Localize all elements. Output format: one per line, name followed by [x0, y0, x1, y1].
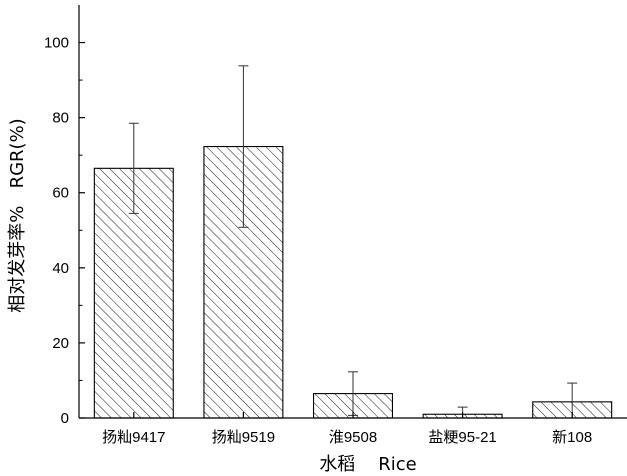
y-tick-label: 100 — [44, 35, 69, 52]
y-axis-title: 相对发芽率% RGR(%) — [7, 118, 28, 312]
x-tick-label: 盐粳95-21 — [428, 429, 496, 446]
x-tick-label: 扬籼9417 — [102, 429, 165, 446]
x-axis-title: 水稻 Rice — [319, 454, 416, 475]
y-tick-label: 80 — [52, 110, 69, 127]
y-tick-label: 20 — [52, 335, 69, 352]
y-tick-label: 0 — [61, 410, 69, 427]
x-tick-label: 新108 — [552, 429, 592, 446]
y-tick-label: 40 — [52, 260, 69, 277]
x-tick-label: 淮9508 — [329, 429, 377, 446]
y-tick-label: 60 — [52, 185, 69, 202]
error-bars — [128, 65, 578, 419]
x-tick-label: 扬籼9519 — [212, 429, 275, 446]
x-ticks: 扬籼9417 扬籼9519 淮9508 盐粳95-21 新108 — [102, 412, 592, 446]
y-ticks: 0 20 40 60 80 100 — [44, 35, 85, 427]
